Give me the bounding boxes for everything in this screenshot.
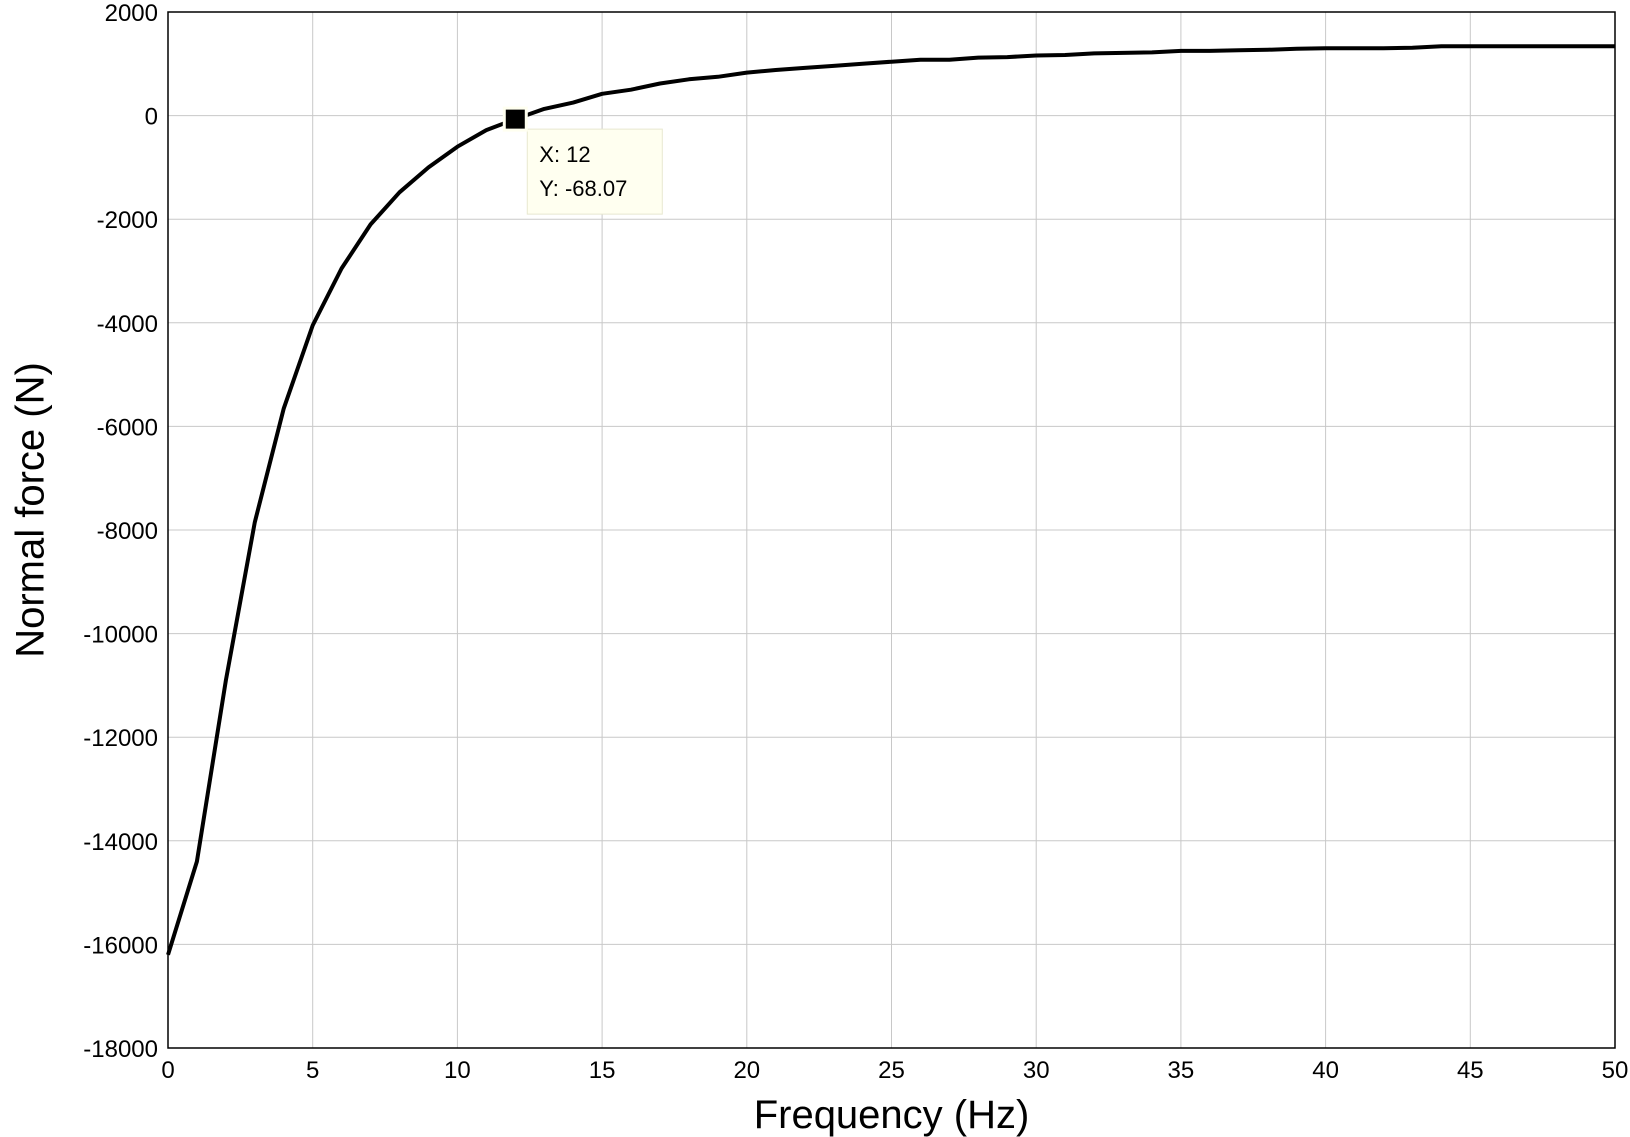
x-tick-label: 50 bbox=[1602, 1057, 1629, 1084]
y-tick-label: -10000 bbox=[83, 622, 158, 649]
x-tick-label: 35 bbox=[1168, 1057, 1195, 1084]
x-tick-label: 25 bbox=[878, 1057, 905, 1084]
y-tick-label: -8000 bbox=[97, 518, 158, 545]
x-tick-label: 0 bbox=[161, 1057, 174, 1084]
y-tick-label: -18000 bbox=[83, 1036, 158, 1063]
plot-frame bbox=[167, 11, 1616, 1049]
x-tick-label: 10 bbox=[444, 1057, 471, 1084]
y-tick-label: -2000 bbox=[97, 207, 158, 234]
y-tick-label: 2000 bbox=[105, 0, 158, 27]
grid bbox=[167, 11, 1616, 1049]
y-tick-label: -16000 bbox=[83, 932, 158, 959]
x-axis-label: Frequency (Hz) bbox=[754, 1093, 1030, 1137]
x-tick-label: 40 bbox=[1312, 1057, 1339, 1084]
datatip-marker[interactable] bbox=[502, 106, 528, 132]
y-axis-label: Normal force (N) bbox=[9, 362, 53, 658]
datatip-x-text: X: 12 bbox=[539, 142, 590, 167]
y-tick-label: -12000 bbox=[83, 725, 158, 752]
y-tick-label: -14000 bbox=[83, 829, 158, 856]
ticks: 0 5 10 15 20 25 30 35 40 45 50 2000 0 -2000 -4000 -6000… bbox=[83, 0, 1628, 1084]
datatip[interactable]: X: 12 Y: -68.07 bbox=[502, 106, 663, 215]
series-line bbox=[166, 44, 1615, 956]
datatip-box bbox=[526, 128, 663, 215]
x-tick-label: 30 bbox=[1023, 1057, 1050, 1084]
x-tick-label: 20 bbox=[733, 1057, 760, 1084]
datatip-y-text: Y: -68.07 bbox=[539, 176, 627, 201]
x-tick-label: 5 bbox=[306, 1057, 319, 1084]
y-tick-label: 0 bbox=[145, 104, 158, 131]
y-tick-label: -6000 bbox=[97, 414, 158, 441]
y-tick-label: -4000 bbox=[97, 311, 158, 338]
x-tick-label: 45 bbox=[1457, 1057, 1484, 1084]
x-tick-label: 15 bbox=[589, 1057, 616, 1084]
